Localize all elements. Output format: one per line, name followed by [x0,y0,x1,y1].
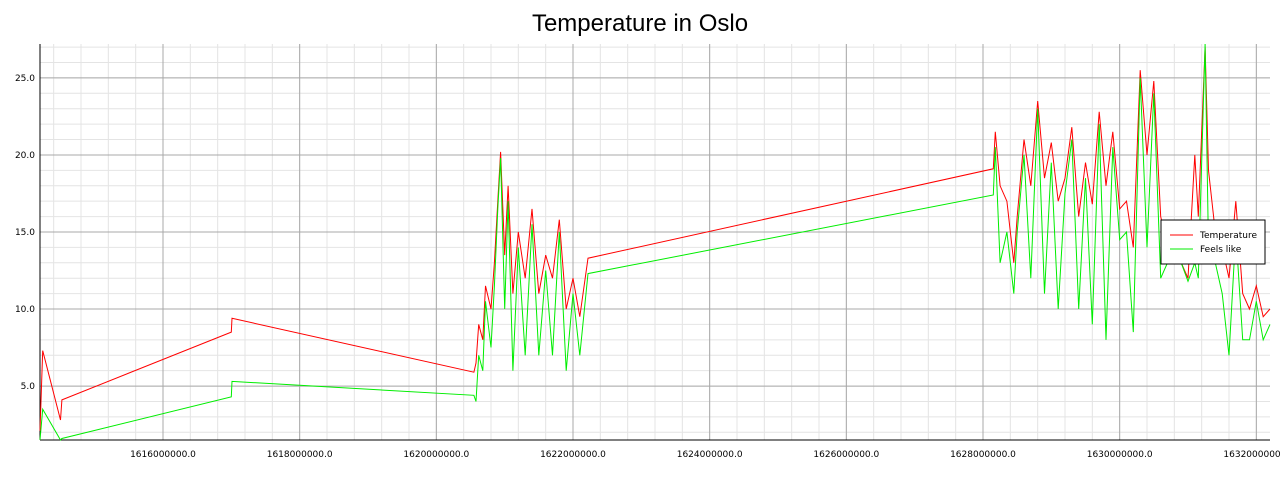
tick-labels: 1616000000.0 1618000000.0 1620000000.0 1622… [15,74,1280,460]
series-line-0 [39,47,1271,431]
y-tick-label: 5.0 [21,382,36,392]
x-tick-label: 1626000000.0 [813,450,879,460]
x-tick-label: 1618000000.0 [267,450,333,460]
x-tick-label: 1630000000.0 [1087,450,1153,460]
x-tick-label: 1620000000.0 [403,450,469,460]
chart-title: Temperature in Oslo [531,10,749,37]
legend-box [1160,219,1266,265]
y-tick-label: 20.0 [15,151,35,161]
legend-label: Temperature [1199,231,1257,241]
x-tick-label: 1628000000.0 [950,450,1016,460]
x-tick-label: 1616000000.0 [130,450,196,460]
legend-label: Feels like [1200,245,1242,255]
major-grid [40,44,1270,440]
y-tick-label: 15.0 [15,228,35,238]
series-line-1 [39,43,1271,441]
x-tick-label: 1624000000.0 [677,450,743,460]
x-tick-label: 1622000000.0 [540,450,606,460]
x-tick-label: 1632000000.0 [1223,450,1280,460]
series-layer [39,43,1271,441]
y-tick-label: 25.0 [15,74,35,84]
y-tick-label: 10.0 [15,305,35,315]
axes [39,44,1270,441]
legend: Temperature Feels like [1160,219,1266,265]
